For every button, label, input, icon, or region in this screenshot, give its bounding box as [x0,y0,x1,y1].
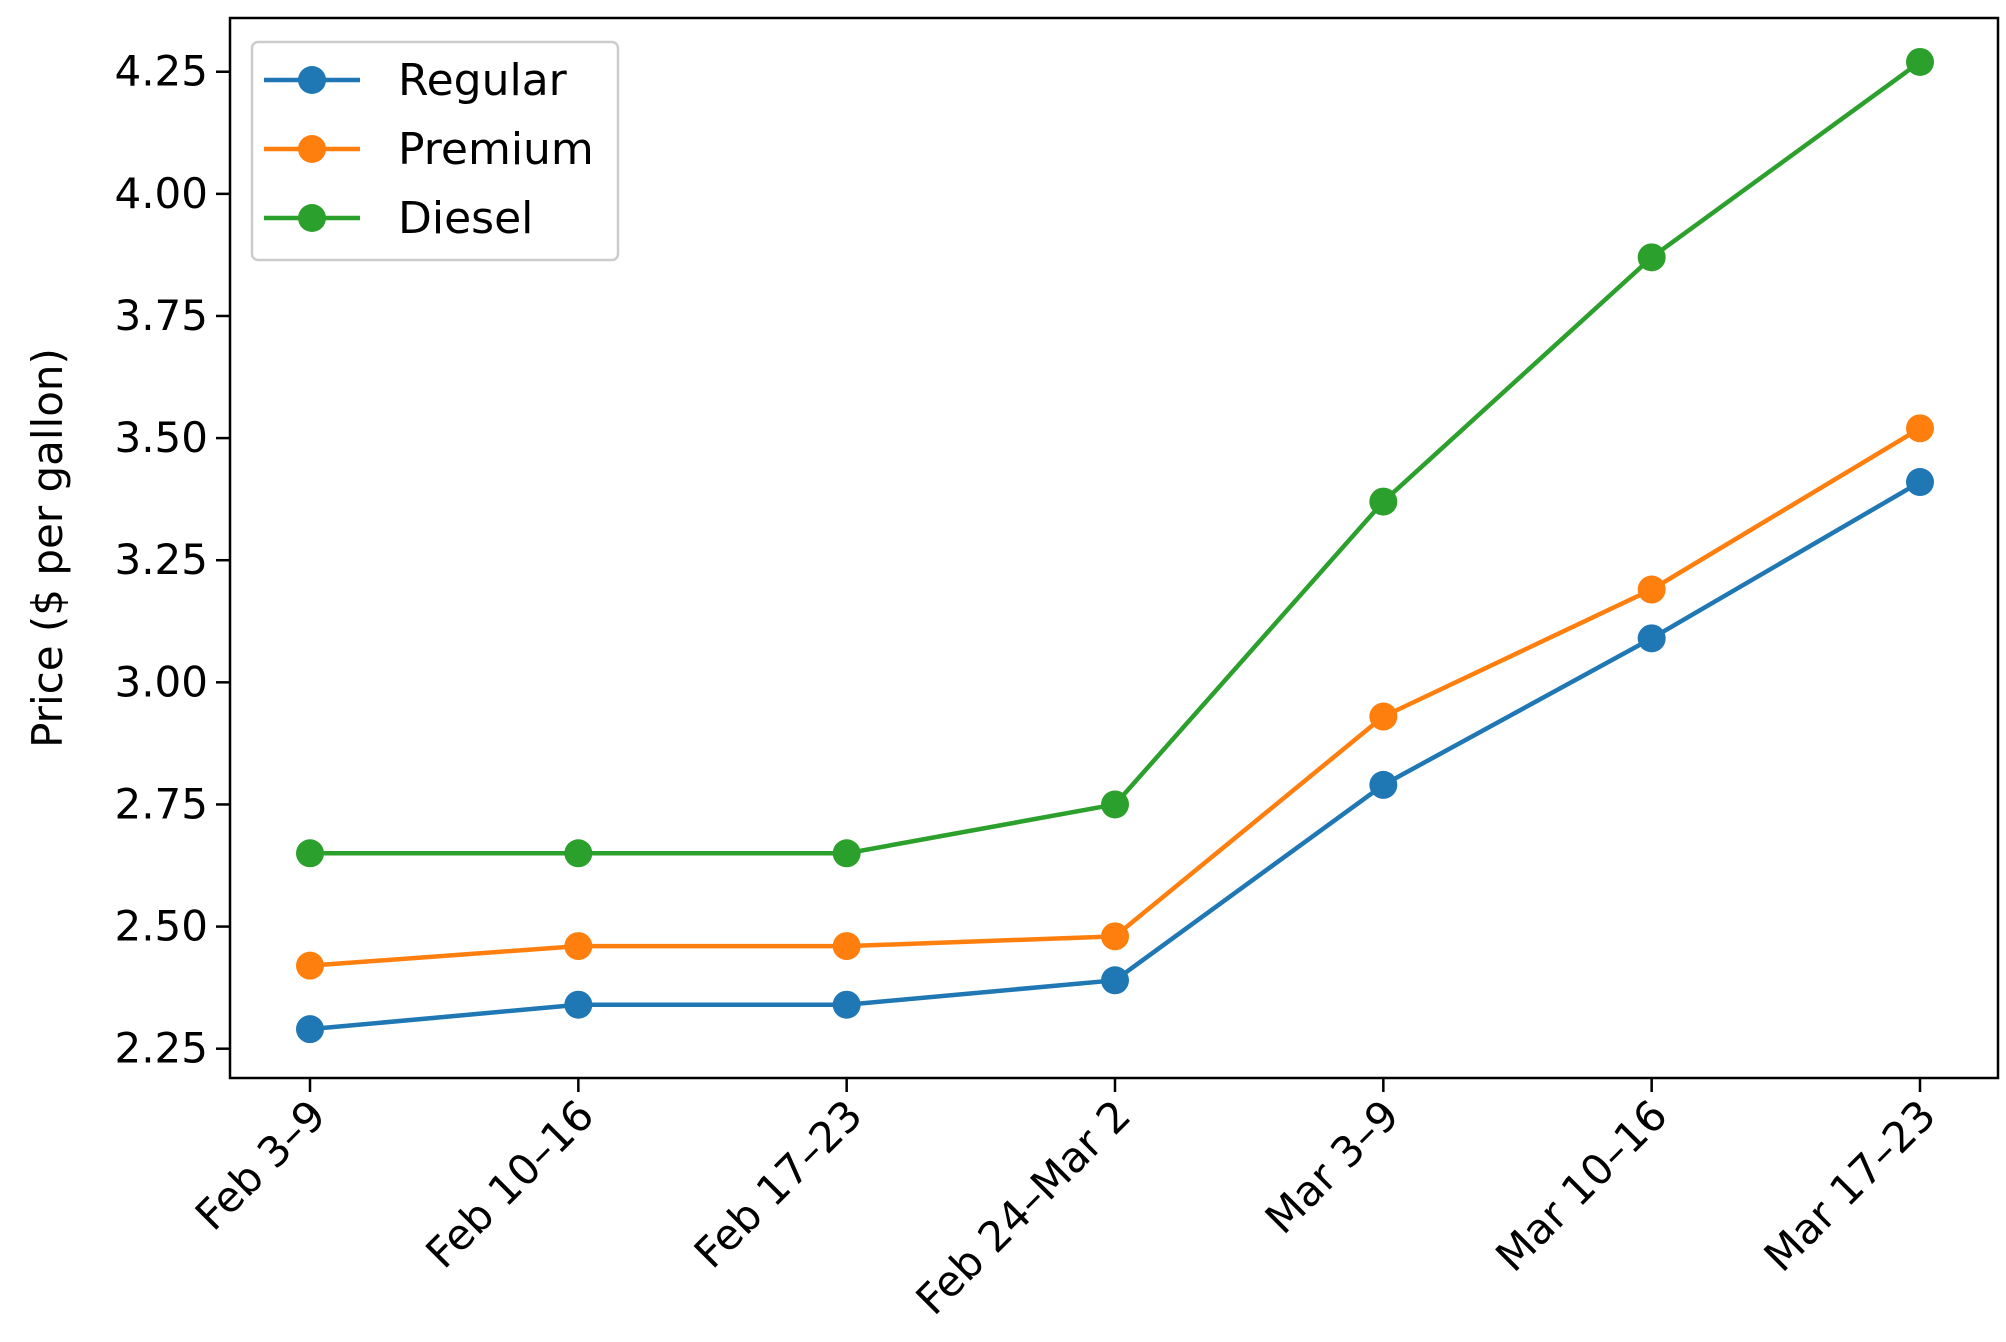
y-tick-label: 3.75 [114,291,208,340]
y-axis-label: Price ($ per gallon) [23,348,72,748]
x-tick-label: Mar 10–16 [1486,1090,1677,1281]
legend-item-diesel: Diesel [264,193,533,244]
legend-item-regular: Regular [264,55,568,106]
data-point [1906,47,1934,76]
data-point [1906,468,1934,497]
data-point [1101,966,1129,995]
data-point [832,990,861,1019]
legend-marker [298,204,326,232]
data-point [1906,414,1934,443]
y-tick-label: 4.00 [114,169,208,218]
legend-label: Regular [398,55,568,106]
y-tick-label: 4.25 [114,47,208,96]
x-tick-label: Feb 24–Mar 2 [906,1090,1140,1324]
legend-label: Premium [398,124,594,175]
data-point [1637,243,1666,272]
x-tick-label: Mar 17–23 [1755,1090,1946,1281]
x-tick-label: Mar 3–9 [1256,1090,1409,1243]
data-point [296,951,324,980]
legend-label: Diesel [398,193,533,244]
data-point [1369,487,1398,516]
y-tick-label: 3.25 [114,535,208,584]
data-point [296,839,324,868]
data-point [1637,575,1666,604]
data-point [1101,922,1129,951]
legend-marker [298,135,326,163]
data-point [1101,790,1129,819]
data-point [832,932,861,961]
plot-frame [228,16,2000,1080]
plot-area: 2.25 2.50 2.75 3.00 3.25 3.50 3.75 4.00 4.25 Feb… [114,16,2000,1324]
data-point [564,839,593,868]
legend-box [250,40,620,262]
legend-marker [298,66,326,94]
y-tick-label: 2.50 [114,902,208,951]
x-tick-label: Feb 10–16 [416,1090,603,1277]
data-point [1369,702,1398,731]
y-tick-label: 3.00 [114,657,208,706]
legend: Regular Premium Diesel [250,40,620,262]
data-point [296,1015,324,1044]
data-point [1637,624,1666,653]
series-layer [296,47,1934,1044]
x-tick-label: Feb 17–23 [685,1090,872,1277]
x-axis-ticks: Feb 3–9 Feb 10–16 Feb 17–23 Feb 24–Mar 2 Mar… [186,1078,1945,1324]
y-tick-label: 3.50 [114,413,208,462]
data-point [832,839,861,868]
x-tick-label: Feb 3–9 [186,1090,335,1239]
y-axis-ticks: 2.25 2.50 2.75 3.00 3.25 3.50 3.75 4.00 4.25 [114,47,230,1073]
data-point [564,990,593,1019]
series-line [309,426,1922,968]
y-tick-label: 2.75 [114,779,208,828]
series-diesel [296,47,1934,868]
data-point [1369,770,1398,799]
legend-item-premium: Premium [264,124,594,175]
series-premium [296,414,1934,980]
y-tick-label: 2.25 [114,1024,208,1073]
series-regular [296,468,1934,1044]
data-point [564,932,593,961]
